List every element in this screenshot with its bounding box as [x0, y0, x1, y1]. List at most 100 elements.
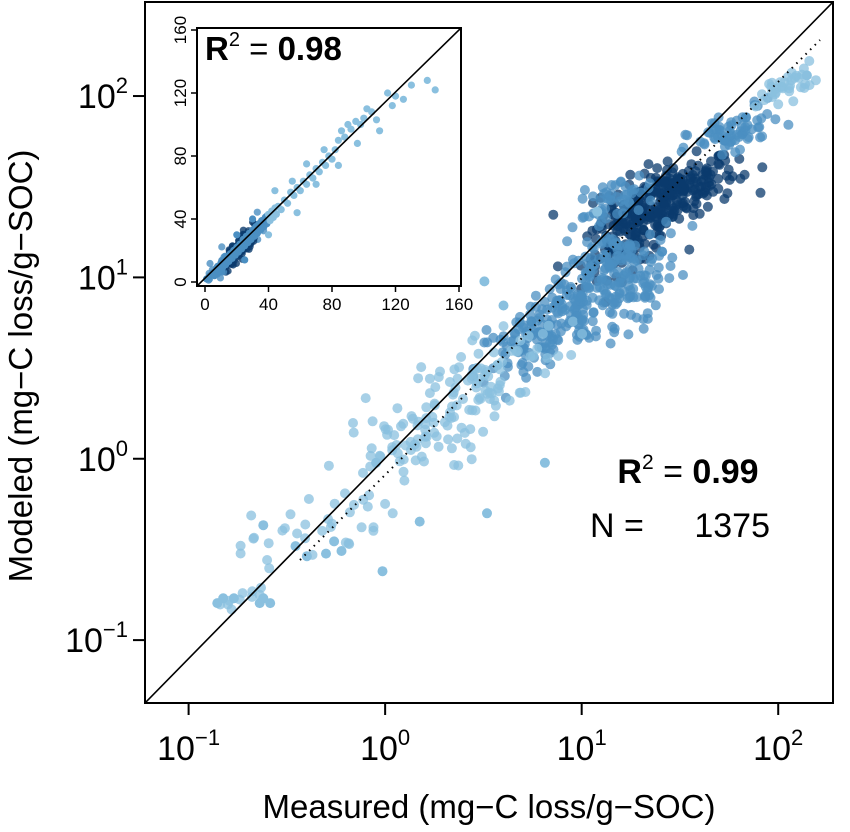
data-point [235, 540, 246, 551]
data-point [442, 420, 453, 431]
data-point [779, 77, 790, 88]
inset-fit-line [197, 28, 461, 286]
data-point [652, 163, 663, 174]
data-point [664, 273, 675, 284]
inset-data-point [218, 243, 226, 251]
data-point [416, 362, 427, 373]
data-point [724, 174, 735, 185]
data-point [430, 382, 441, 393]
data-point [605, 338, 616, 349]
data-point [669, 177, 680, 188]
data-point [580, 251, 591, 262]
data-point [618, 223, 629, 234]
data-point [433, 441, 444, 452]
data-point [329, 536, 340, 547]
inset-data-point [328, 155, 336, 163]
y-tick-label: 101 [78, 254, 128, 297]
data-point [462, 375, 473, 386]
data-point [489, 411, 500, 422]
data-point [651, 184, 662, 195]
inset-x-tick-label: 0 [200, 295, 209, 314]
inset-data-point [271, 187, 279, 195]
data-point [515, 335, 526, 346]
data-point [579, 211, 589, 222]
data-point [567, 222, 578, 233]
data-point [290, 541, 301, 552]
data-point [321, 548, 331, 559]
data-point [667, 252, 678, 263]
data-point [460, 438, 471, 449]
data-point [622, 249, 632, 260]
data-point [377, 566, 388, 577]
data-point [643, 183, 654, 194]
data-point [653, 205, 664, 215]
data-point [246, 510, 257, 521]
data-point [323, 514, 334, 525]
inset-data-point [334, 161, 342, 169]
inset-data-point [277, 206, 285, 214]
data-point [633, 205, 644, 216]
inset-data-point [210, 272, 219, 280]
data-point [447, 401, 457, 412]
data-point [368, 522, 379, 533]
inset-data-point [322, 161, 330, 169]
inset-data-point [312, 180, 320, 188]
data-point [358, 467, 368, 478]
data-point [226, 604, 237, 615]
data-point [562, 236, 573, 247]
data-point [466, 454, 477, 465]
inset-data-point [376, 127, 384, 135]
data-point [680, 129, 691, 140]
y-axis-title: Modeled (mg−C loss/g−SOC) [2, 150, 39, 583]
data-point [470, 405, 481, 416]
data-point [285, 509, 296, 520]
main-n-label: N = [590, 507, 644, 545]
inset-data-point [331, 146, 339, 154]
inset-plot: 0 40 80 120 160 0 40 80 120 160 R2 = 0.98 [171, 16, 473, 314]
data-point [539, 457, 550, 468]
data-point [577, 328, 588, 339]
inset-data-point [293, 209, 301, 217]
data-point [399, 475, 410, 486]
data-point [349, 499, 359, 510]
data-point [570, 296, 581, 307]
data-point [604, 262, 615, 273]
data-point [567, 254, 578, 265]
data-point [579, 185, 590, 195]
data-point [553, 308, 564, 319]
data-point [691, 146, 702, 157]
main-n-value: 1375 [694, 507, 770, 545]
data-point [702, 201, 713, 212]
data-point [249, 532, 259, 543]
data-point [623, 293, 633, 304]
inset-x-tick-label: 80 [323, 295, 342, 314]
data-point [325, 522, 336, 532]
y-tick-label: 100 [78, 436, 128, 479]
data-point [458, 394, 468, 404]
main-plot: 10−1 100 101 102 10−1 100 101 102 R2 = 0.99 N =… [65, 1, 834, 768]
data-point [537, 304, 548, 315]
data-point [235, 548, 246, 559]
inset-data-point [309, 174, 317, 182]
x-tick-label: 102 [753, 725, 803, 768]
data-point [642, 285, 653, 296]
data-point [552, 261, 563, 272]
data-point [340, 488, 350, 499]
data-point [367, 416, 378, 427]
data-point [620, 190, 631, 200]
data-point [551, 298, 562, 308]
data-point [773, 99, 784, 110]
data-point [431, 431, 442, 442]
data-point [632, 292, 642, 303]
data-point [645, 212, 656, 223]
data-point [688, 203, 699, 214]
data-point [715, 125, 726, 136]
data-point [473, 348, 484, 359]
data-point [525, 351, 536, 362]
data-point [643, 159, 654, 170]
data-point [264, 563, 275, 574]
data-point [380, 498, 391, 509]
inset-data-point [206, 259, 214, 268]
data-point [587, 316, 598, 327]
data-point [638, 250, 649, 261]
